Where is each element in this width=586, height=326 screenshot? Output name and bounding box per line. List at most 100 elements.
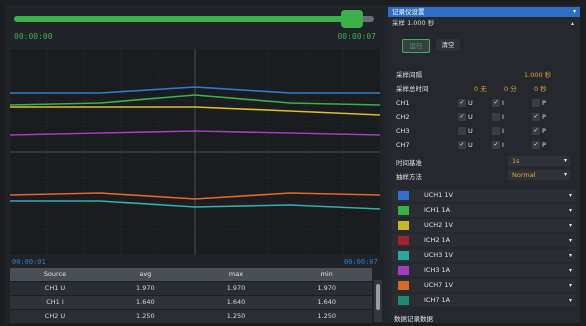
checkbox-u[interactable] bbox=[458, 127, 466, 135]
checkbox-u-label: U bbox=[468, 113, 473, 121]
checkbox-i[interactable]: ✓ bbox=[492, 99, 500, 107]
playback-slider[interactable] bbox=[14, 16, 374, 22]
playback-handle[interactable] bbox=[341, 10, 364, 28]
channel-list-item[interactable]: UCH3 1V ▾ bbox=[392, 249, 576, 262]
checkbox-u[interactable]: ✓ bbox=[458, 113, 466, 121]
check-icon: ✓ bbox=[459, 99, 465, 106]
channel-color-swatch bbox=[398, 281, 409, 290]
channel-list-item[interactable]: UCH1 1V ▾ bbox=[392, 189, 576, 202]
checkbox-i-label: I bbox=[502, 113, 504, 121]
chevron-down-icon: ▾ bbox=[568, 282, 572, 289]
chevron-down-icon: ▾ bbox=[563, 171, 567, 178]
column-header-max: max bbox=[228, 270, 244, 278]
channel-list-label: UCH1 1V bbox=[424, 191, 453, 199]
chevron-down-icon: ▾ bbox=[572, 8, 576, 15]
channel-color-swatch bbox=[398, 191, 409, 200]
interval-value[interactable]: 1.000 秒 bbox=[524, 71, 552, 79]
waveform-trace bbox=[10, 192, 380, 200]
channel-list-item[interactable]: ICH3 1A ▾ bbox=[392, 264, 576, 277]
channel-list-label: UCH7 1V bbox=[424, 281, 453, 289]
channel-name: CH3 bbox=[396, 127, 410, 135]
channel-list-label: UCH2 1V bbox=[424, 221, 453, 229]
channel-list-label: ICH1 1A bbox=[424, 206, 451, 214]
check-icon: ✓ bbox=[533, 127, 539, 134]
channel-list-item[interactable]: ICH1 1A ▾ bbox=[392, 204, 576, 217]
chevron-down-icon: ▾ bbox=[568, 222, 572, 229]
channel-color-swatch bbox=[398, 206, 409, 215]
total-minutes-value[interactable]: 0 分 bbox=[504, 85, 517, 93]
waveform-plot[interactable] bbox=[10, 49, 380, 255]
waveform-trace bbox=[10, 106, 380, 116]
plot-time-right: 00:00:07 bbox=[344, 258, 378, 266]
checkbox-p[interactable]: ✓ bbox=[532, 127, 540, 135]
channel-name: CH2 bbox=[396, 113, 410, 121]
check-icon: ✓ bbox=[459, 141, 465, 148]
recorder-app: 00:00:00 00:00:07 00:00:01 00:00:07 Sour… bbox=[6, 5, 580, 323]
checkbox-i[interactable] bbox=[492, 127, 500, 135]
checkbox-p[interactable]: ✓ bbox=[532, 113, 540, 121]
total-seconds-value[interactable]: 0 秒 bbox=[534, 85, 547, 93]
waveform-trace bbox=[10, 94, 380, 106]
checkbox-p-label: P bbox=[542, 113, 546, 121]
panel-title[interactable]: 记录仪设置 ▾ bbox=[388, 7, 580, 17]
playback-bar: 00:00:00 00:00:07 bbox=[10, 8, 380, 46]
waveform-trace bbox=[10, 130, 380, 136]
channel-list-item[interactable]: ICH7 1A ▾ bbox=[392, 294, 576, 307]
check-icon: ✓ bbox=[459, 113, 465, 120]
playback-progress bbox=[14, 16, 364, 22]
table-scrollbar[interactable] bbox=[374, 280, 382, 322]
clear-button[interactable]: 清空 bbox=[436, 39, 460, 51]
checkbox-i[interactable]: ✓ bbox=[492, 141, 500, 149]
chevron-down-icon: ▾ bbox=[568, 192, 572, 199]
sample-rate-header[interactable]: 采样 1.000 秒 ▴ bbox=[388, 18, 580, 29]
settings-panel: 记录仪设置 ▾ 采样 1.000 秒 ▴ 运行 清空 采样间隔 1.000 秒 … bbox=[388, 5, 580, 323]
table-cell: 1.640 bbox=[317, 298, 336, 306]
checkbox-u-label: U bbox=[468, 141, 473, 149]
playback-end-time: 00:00:07 bbox=[337, 32, 376, 41]
channel-name: CH7 bbox=[396, 141, 410, 149]
checkbox-u-label: U bbox=[468, 127, 473, 135]
data-log-footer[interactable]: 数据记录数据 bbox=[394, 315, 433, 323]
table-row[interactable]: CH1 U 1.970 1.970 1.970 bbox=[10, 281, 372, 295]
channel-list-label: UCH3 1V bbox=[424, 251, 453, 259]
table-row[interactable]: CH2 U 1.250 1.250 1.250 bbox=[10, 309, 372, 323]
timebase-select[interactable]: 1s ▾ bbox=[508, 156, 570, 166]
channel-list-item[interactable]: UCH2 1V ▾ bbox=[392, 219, 576, 232]
checkbox-u[interactable]: ✓ bbox=[458, 141, 466, 149]
method-value: Normal bbox=[512, 171, 536, 179]
table-header: Source avg max min bbox=[10, 268, 372, 281]
checkbox-u[interactable]: ✓ bbox=[458, 99, 466, 107]
table-cell: 1.250 bbox=[226, 312, 246, 320]
stats-table: Source avg max min CH1 U 1.970 1.970 1.9… bbox=[10, 268, 372, 323]
checkbox-p-label: P bbox=[542, 127, 546, 135]
channel-name: CH1 bbox=[396, 99, 410, 107]
channel-list-label: ICH3 1A bbox=[424, 266, 451, 274]
table-cell: CH1 I bbox=[46, 298, 64, 306]
panel-title-text: 记录仪设置 bbox=[392, 8, 425, 16]
run-button[interactable]: 运行 bbox=[402, 39, 430, 53]
channel-list-label: ICH2 1A bbox=[424, 236, 451, 244]
table-cell: CH1 U bbox=[44, 284, 66, 292]
checkbox-i[interactable] bbox=[492, 113, 500, 121]
playback-start-time: 00:00:00 bbox=[14, 32, 53, 41]
channel-color-swatch bbox=[398, 221, 409, 230]
chevron-down-icon: ▾ bbox=[568, 297, 572, 304]
total-hours-value[interactable]: 0 无 bbox=[474, 85, 487, 93]
table-row[interactable]: CH1 I 1.640 1.640 1.640 bbox=[10, 295, 372, 309]
total-time-label: 采样总时间 bbox=[396, 85, 429, 93]
sample-rate-label: 采样 1.000 秒 bbox=[392, 19, 435, 27]
chevron-down-icon: ▾ bbox=[563, 157, 567, 164]
method-select[interactable]: Normal ▾ bbox=[508, 170, 570, 180]
checkbox-p[interactable] bbox=[532, 99, 540, 107]
channel-list-label: ICH7 1A bbox=[424, 296, 451, 304]
checkbox-i-label: I bbox=[502, 127, 504, 135]
scrollbar-thumb[interactable] bbox=[376, 284, 380, 310]
checkbox-p[interactable]: ✓ bbox=[532, 141, 540, 149]
check-icon: ✓ bbox=[493, 141, 499, 148]
channel-color-swatch bbox=[398, 236, 409, 245]
check-icon: ✓ bbox=[533, 113, 539, 120]
channel-color-swatch bbox=[398, 251, 409, 260]
channel-list-item[interactable]: UCH7 1V ▾ bbox=[392, 279, 576, 292]
channel-list-item[interactable]: ICH2 1A ▾ bbox=[392, 234, 576, 247]
interval-label: 采样间隔 bbox=[396, 71, 422, 79]
